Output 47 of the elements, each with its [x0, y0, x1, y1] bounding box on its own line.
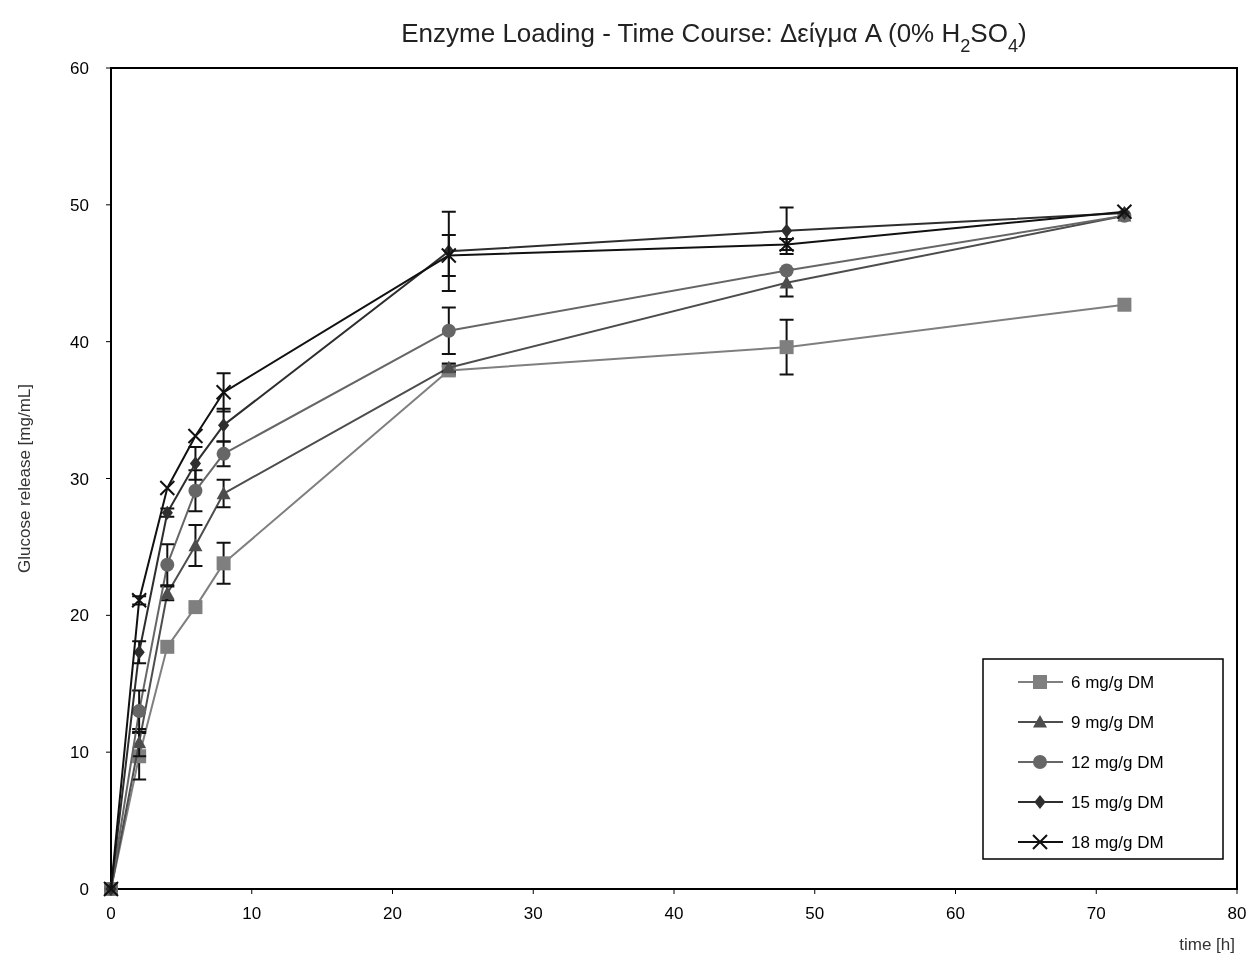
chart-title: Enzyme Loading - Time Course: Δείγμα A (0% H$_{2}$SO$_{4}$) — [401, 18, 1027, 56]
point — [187, 428, 204, 445]
point — [189, 456, 202, 471]
point — [441, 323, 456, 338]
point — [132, 735, 147, 749]
legend-label: 6 mg/g DM — [1071, 673, 1155, 692]
point — [188, 600, 203, 615]
x-tick-label: 80 — [1227, 904, 1247, 923]
point — [781, 223, 793, 238]
point — [440, 247, 457, 264]
legend-label: 18 mg/g DM — [1071, 833, 1164, 852]
x-tick-label: 30 — [523, 904, 543, 923]
point — [188, 538, 203, 552]
point — [218, 418, 230, 433]
point — [216, 556, 231, 571]
x-tick-label: 70 — [1086, 904, 1106, 923]
y-axis-title: Glucose release [mg/mL] — [15, 384, 34, 573]
x-tick-label: 0 — [106, 904, 116, 923]
y-tick-label: 0 — [79, 880, 89, 899]
point — [132, 704, 147, 719]
y-tick-label: 30 — [70, 469, 89, 489]
point — [188, 483, 203, 498]
legend-label: 12 mg/g DM — [1071, 753, 1164, 772]
y-tick-label: 40 — [70, 332, 89, 352]
point — [779, 263, 794, 278]
point — [160, 639, 175, 654]
legend-label: 9 mg/g DM — [1071, 713, 1155, 732]
point — [779, 340, 794, 355]
point — [215, 384, 232, 401]
x-tick-label: 60 — [946, 904, 965, 923]
x-tick-label: 10 — [242, 904, 262, 923]
point — [1117, 297, 1132, 312]
x-tick-label: 20 — [383, 904, 402, 923]
y-tick-label: 50 — [70, 195, 89, 215]
point — [216, 446, 231, 461]
point — [133, 645, 145, 660]
point — [216, 486, 231, 500]
x-tick-label: 50 — [805, 904, 825, 923]
x-axis-title: time [h] — [1179, 935, 1235, 954]
point — [779, 275, 794, 289]
legend-label: 15 mg/g DM — [1071, 793, 1164, 812]
y-tick-label: 60 — [70, 59, 89, 78]
point — [160, 557, 175, 572]
point — [159, 480, 176, 497]
y-tick-label: 20 — [70, 606, 89, 626]
y-tick-label: 10 — [70, 743, 89, 763]
x-tick-label: 40 — [664, 904, 684, 923]
